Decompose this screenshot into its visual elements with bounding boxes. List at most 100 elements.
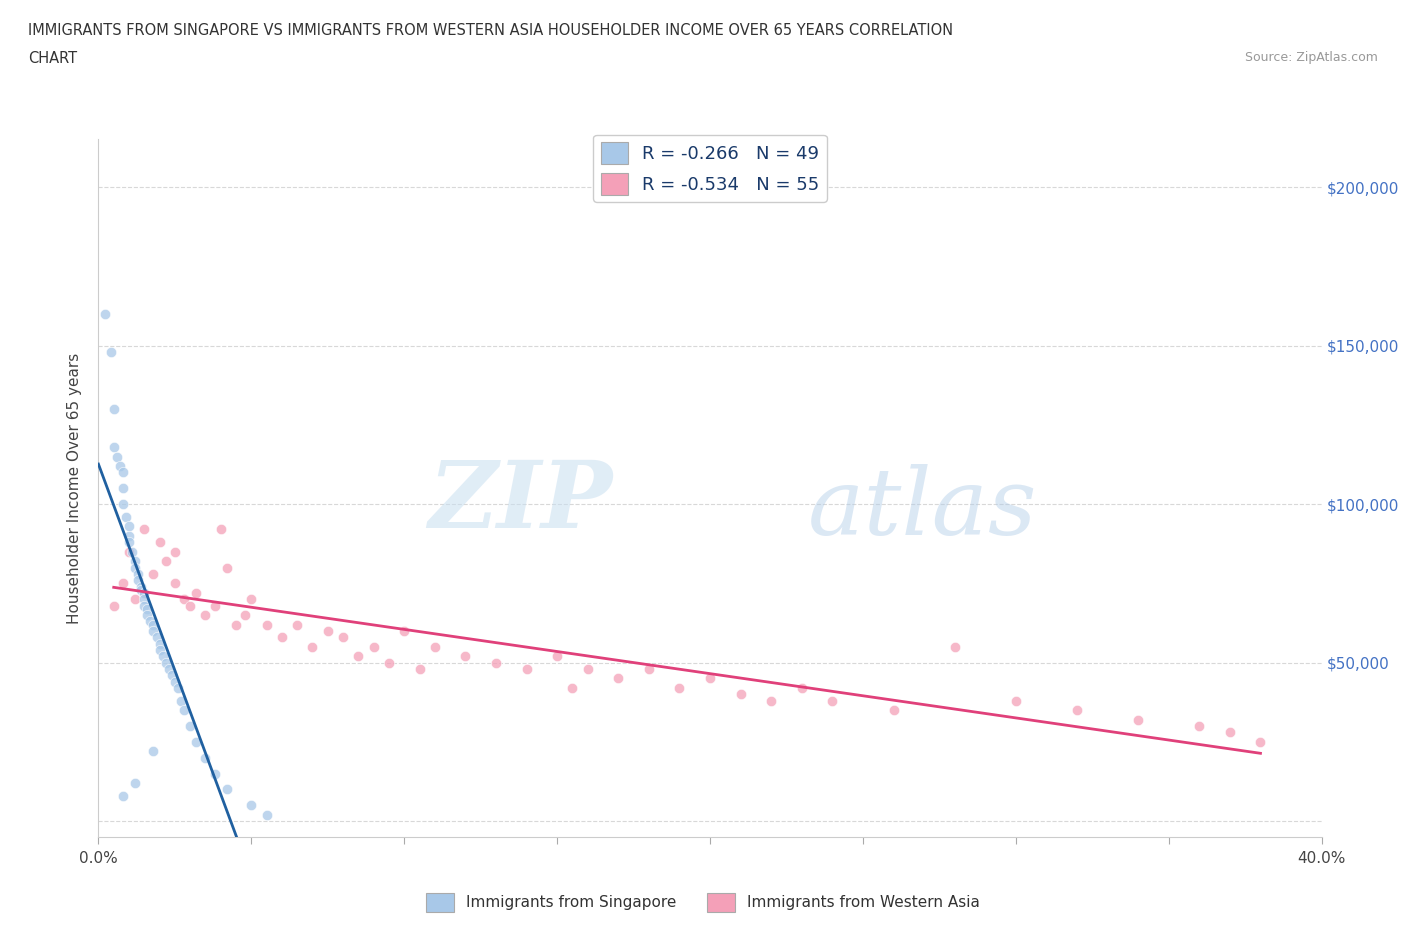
Point xyxy=(363,639,385,654)
Text: CHART: CHART xyxy=(28,51,77,66)
Point xyxy=(142,566,165,581)
Point xyxy=(170,693,193,708)
Point xyxy=(173,703,195,718)
Point xyxy=(124,560,146,575)
Point xyxy=(136,602,159,617)
Point xyxy=(134,591,156,606)
Text: ZIP: ZIP xyxy=(427,458,612,547)
Point xyxy=(100,344,122,359)
Point xyxy=(111,497,134,512)
Point xyxy=(759,693,782,708)
Point xyxy=(943,639,966,654)
Point xyxy=(378,655,401,670)
Point xyxy=(883,703,905,718)
Point xyxy=(173,591,195,606)
Point xyxy=(160,668,183,683)
Point xyxy=(142,618,165,632)
Point xyxy=(103,440,125,455)
Point xyxy=(129,582,152,597)
Point xyxy=(423,639,446,654)
Point xyxy=(111,481,134,496)
Y-axis label: Householder Income Over 65 years: Householder Income Over 65 years xyxy=(67,352,83,624)
Point xyxy=(233,607,256,622)
Point xyxy=(127,566,149,581)
Text: atlas: atlas xyxy=(808,464,1038,554)
Point xyxy=(129,579,152,594)
Point xyxy=(668,681,690,696)
Point xyxy=(347,649,370,664)
Point xyxy=(225,618,247,632)
Point xyxy=(121,544,143,559)
Point xyxy=(209,522,232,537)
Point xyxy=(124,776,146,790)
Point xyxy=(332,630,354,644)
Point xyxy=(186,735,208,750)
Point xyxy=(546,649,568,664)
Point xyxy=(163,674,186,689)
Legend: Immigrants from Singapore, Immigrants from Western Asia: Immigrants from Singapore, Immigrants fr… xyxy=(420,887,986,918)
Point xyxy=(194,751,217,765)
Point xyxy=(256,618,278,632)
Point xyxy=(240,591,263,606)
Point xyxy=(111,789,134,804)
Point xyxy=(1128,712,1150,727)
Point xyxy=(167,681,190,696)
Point xyxy=(730,687,752,702)
Point xyxy=(108,458,131,473)
Point xyxy=(103,402,125,417)
Point xyxy=(516,661,538,676)
Point xyxy=(93,307,115,322)
Point xyxy=(1066,703,1088,718)
Point xyxy=(115,510,138,525)
Point xyxy=(134,522,156,537)
Point xyxy=(270,630,292,644)
Point xyxy=(1188,719,1211,734)
Point xyxy=(186,586,208,601)
Point xyxy=(790,681,813,696)
Point xyxy=(155,655,177,670)
Point xyxy=(155,553,177,568)
Point xyxy=(301,639,323,654)
Point xyxy=(285,618,308,632)
Point xyxy=(163,544,186,559)
Text: IMMIGRANTS FROM SINGAPORE VS IMMIGRANTS FROM WESTERN ASIA HOUSEHOLDER INCOME OVE: IMMIGRANTS FROM SINGAPORE VS IMMIGRANTS … xyxy=(28,23,953,38)
Point xyxy=(152,649,174,664)
Point xyxy=(194,607,217,622)
Point xyxy=(316,623,339,638)
Point xyxy=(392,623,416,638)
Legend: R = -0.266   N = 49, R = -0.534   N = 55: R = -0.266 N = 49, R = -0.534 N = 55 xyxy=(593,135,827,202)
Point xyxy=(821,693,844,708)
Point xyxy=(204,766,226,781)
Point xyxy=(637,661,661,676)
Point xyxy=(118,519,141,534)
Point xyxy=(145,630,167,644)
Point xyxy=(149,535,172,550)
Point xyxy=(118,544,141,559)
Point xyxy=(142,623,165,638)
Point xyxy=(118,535,141,550)
Point xyxy=(142,744,165,759)
Point xyxy=(111,576,134,591)
Point xyxy=(139,614,162,629)
Point xyxy=(179,719,201,734)
Point xyxy=(157,661,180,676)
Point xyxy=(124,591,146,606)
Point xyxy=(454,649,477,664)
Point xyxy=(215,782,238,797)
Point xyxy=(408,661,430,676)
Point xyxy=(485,655,508,670)
Point xyxy=(1004,693,1026,708)
Point xyxy=(561,681,583,696)
Point xyxy=(149,636,172,651)
Point xyxy=(240,798,263,813)
Text: Source: ZipAtlas.com: Source: ZipAtlas.com xyxy=(1244,51,1378,64)
Point xyxy=(1219,725,1241,740)
Point xyxy=(124,553,146,568)
Point xyxy=(118,528,141,543)
Point xyxy=(163,576,186,591)
Point xyxy=(215,560,238,575)
Point xyxy=(699,671,721,686)
Point xyxy=(134,586,156,601)
Point xyxy=(111,465,134,480)
Point xyxy=(149,643,172,658)
